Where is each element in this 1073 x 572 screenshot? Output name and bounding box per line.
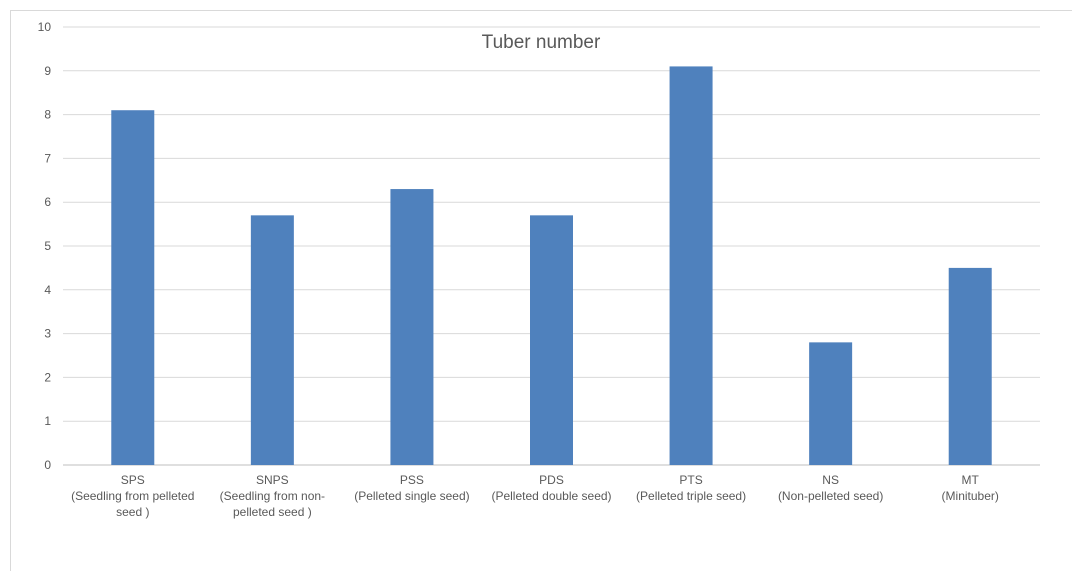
bar xyxy=(669,66,713,466)
y-tick-label: 4 xyxy=(44,283,51,297)
x-axis-labels: SPS (Seedling from pelleted seed ) SNPS (See… xyxy=(71,473,999,519)
y-tick-label: 0 xyxy=(44,458,51,472)
bar xyxy=(530,215,573,465)
bar xyxy=(250,215,294,465)
y-tick-label: 8 xyxy=(44,108,51,122)
x-category-label: PTS (Pelleted triple seed) xyxy=(636,473,746,503)
y-tick-label: 1 xyxy=(44,414,51,428)
bars xyxy=(111,66,992,466)
bar xyxy=(948,267,992,465)
y-tick-label: 7 xyxy=(44,151,51,165)
y-tick-label: 6 xyxy=(44,195,51,209)
y-tick-label: 2 xyxy=(44,370,51,384)
bar xyxy=(809,342,853,465)
x-category-label: MT (Minituber) xyxy=(942,473,999,503)
x-category-label: PSS (Pelleted single seed) xyxy=(354,473,469,503)
x-category-label: SNPS (Seedling from non-pelleted seed ) xyxy=(220,473,325,519)
bar xyxy=(390,189,434,465)
y-tick-label: 10 xyxy=(38,20,52,34)
x-category-label: NS (Non-pelleted seed) xyxy=(778,473,883,503)
y-tick-label: 5 xyxy=(44,239,51,253)
y-tick-label: 3 xyxy=(44,327,51,341)
y-axis-ticks: 0 1 2 3 4 5 6 7 8 9 10 xyxy=(38,20,52,472)
y-tick-label: 9 xyxy=(44,64,51,78)
chart-frame xyxy=(10,10,1072,571)
bar xyxy=(111,110,155,465)
x-category-label: PDS (Pelleted double seed) xyxy=(491,473,611,503)
x-category-label: SPS (Seedling from pelleted seed ) xyxy=(71,473,194,519)
chart-title: Tuber number xyxy=(482,32,601,53)
